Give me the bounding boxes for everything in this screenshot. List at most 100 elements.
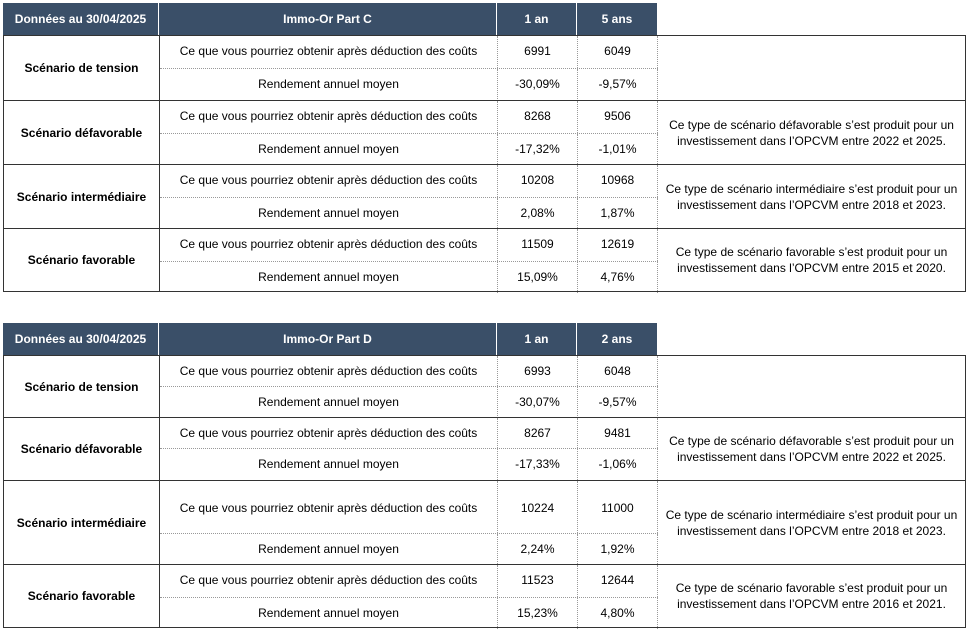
return-label: Rendement annuel moyen — [160, 69, 498, 101]
return-value-2: -9,57% — [578, 69, 658, 101]
scenario-note: Ce type de scénario favorable s’est prod… — [675, 245, 948, 275]
gain-value-2: 12619 — [578, 229, 658, 261]
date-header: Données au 30/04/2025 — [3, 3, 159, 35]
return-value-2: -1,06% — [578, 449, 658, 482]
table-row: Rendement annuel moyen -30,09% -9,57% — [160, 68, 658, 101]
table-row: Ce que vous pourriez obtenir après déduc… — [160, 565, 658, 597]
gain-label: Ce que vous pourriez obtenir après déduc… — [160, 36, 498, 68]
gain-value-2: 12644 — [578, 565, 658, 597]
return-label: Rendement annuel moyen — [160, 534, 498, 566]
return-value-1: 2,08% — [498, 198, 578, 230]
return-label: Rendement annuel moyen — [160, 387, 498, 418]
return-value-1: -30,09% — [498, 69, 578, 101]
gain-value-1: 8268 — [498, 101, 578, 133]
table-row: Rendement annuel moyen 15,23% 4,80% — [160, 597, 658, 629]
return-label: Rendement annuel moyen — [160, 198, 498, 230]
return-value-2: 4,76% — [578, 262, 658, 293]
scenario-group: Scénario favorable Ce que vous pourriez … — [4, 564, 965, 629]
gain-value-2: 11000 — [578, 481, 658, 533]
scenario-group: Scénario intermédiaire Ce que vous pourr… — [4, 164, 965, 230]
gain-value-1: 11509 — [498, 229, 578, 261]
gain-label: Ce que vous pourriez obtenir après déduc… — [160, 101, 498, 133]
gain-value-1: 10208 — [498, 165, 578, 197]
scenario-note — [658, 36, 965, 100]
scenario-name: Scénario de tension — [4, 356, 160, 417]
table-header: Données au 30/04/2025 Immo-Or Part D 1 a… — [3, 323, 966, 355]
scenario-note: Ce type de scénario intermédiaire s’est … — [665, 181, 958, 212]
gain-label: Ce que vous pourriez obtenir après déduc… — [160, 481, 498, 533]
performance-table-part-d: Données au 30/04/2025 Immo-Or Part D 1 a… — [3, 323, 966, 629]
gain-value-1: 11523 — [498, 565, 578, 597]
table-row: Rendement annuel moyen -17,33% -1,06% — [160, 448, 658, 482]
scenario-name: Scénario intermédiaire — [4, 165, 160, 228]
return-value-1: 15,23% — [498, 598, 578, 629]
return-value-2: 4,80% — [578, 598, 658, 629]
table-header: Données au 30/04/2025 Immo-Or Part C 1 a… — [3, 3, 966, 35]
return-value-2: -1,01% — [578, 134, 658, 166]
scenario-name: Scénario défavorable — [4, 101, 160, 164]
return-value-1: -17,33% — [498, 449, 578, 482]
scenario-name: Scénario intermédiaire — [4, 481, 160, 564]
gain-label: Ce que vous pourriez obtenir après déduc… — [160, 165, 498, 197]
table-body: Scénario de tension Ce que vous pourriez… — [3, 355, 966, 629]
gain-value-2: 10968 — [578, 165, 658, 197]
gain-value-1: 10224 — [498, 481, 578, 533]
scenario-note: Ce type de scénario défavorable s’est pr… — [669, 117, 954, 148]
gain-label: Ce que vous pourriez obtenir après déduc… — [160, 229, 498, 261]
return-value-2: 1,87% — [578, 198, 658, 230]
return-value-1: 2,24% — [498, 534, 578, 566]
scenario-group: Scénario intermédiaire Ce que vous pourr… — [4, 480, 965, 566]
table-row: Ce que vous pourriez obtenir après déduc… — [160, 165, 658, 197]
table-row: Ce que vous pourriez obtenir après déduc… — [160, 418, 658, 448]
scenario-note: Ce type de scénario défavorable s’est pr… — [669, 434, 954, 464]
scenario-note: Ce type de scénario favorable s’est prod… — [675, 581, 948, 611]
period-2-header: 2 ans — [577, 323, 657, 355]
table-row: Ce que vous pourriez obtenir après déduc… — [160, 481, 658, 533]
table-row: Rendement annuel moyen 2,08% 1,87% — [160, 197, 658, 230]
scenario-group: Scénario de tension Ce que vous pourriez… — [4, 36, 965, 101]
gain-value-1: 6993 — [498, 356, 578, 386]
period-2-header: 5 ans — [577, 3, 657, 35]
table-row: Ce que vous pourriez obtenir après déduc… — [160, 36, 658, 68]
gain-value-1: 8267 — [498, 418, 578, 448]
scenario-name: Scénario défavorable — [4, 418, 160, 480]
return-value-1: -30,07% — [498, 387, 578, 418]
scenario-note — [658, 356, 965, 417]
table-row: Ce que vous pourriez obtenir après déduc… — [160, 101, 658, 133]
date-header: Données au 30/04/2025 — [3, 323, 159, 355]
period-1-header: 1 an — [497, 3, 577, 35]
return-label: Rendement annuel moyen — [160, 262, 498, 293]
product-header: Immo-Or Part C — [159, 3, 497, 35]
table-row: Rendement annuel moyen -30,07% -9,57% — [160, 386, 658, 418]
scenario-note: Ce type de scénario intermédiaire s’est … — [665, 507, 958, 538]
table-row: Ce que vous pourriez obtenir après déduc… — [160, 356, 658, 386]
return-value-1: -17,32% — [498, 134, 578, 166]
table-row: Rendement annuel moyen 2,24% 1,92% — [160, 533, 658, 566]
scenario-group: Scénario défavorable Ce que vous pourrie… — [4, 100, 965, 166]
gain-value-1: 6991 — [498, 36, 578, 68]
scenario-name: Scénario favorable — [4, 229, 160, 291]
return-label: Rendement annuel moyen — [160, 449, 498, 482]
product-header: Immo-Or Part D — [159, 323, 497, 355]
gain-label: Ce que vous pourriez obtenir après déduc… — [160, 565, 498, 597]
gain-label: Ce que vous pourriez obtenir après déduc… — [160, 418, 498, 448]
scenario-name: Scénario de tension — [4, 36, 160, 100]
gain-value-2: 6048 — [578, 356, 658, 386]
return-value-2: 1,92% — [578, 534, 658, 566]
table-row: Ce que vous pourriez obtenir après déduc… — [160, 229, 658, 261]
scenario-group: Scénario défavorable Ce que vous pourrie… — [4, 417, 965, 482]
scenario-group: Scénario favorable Ce que vous pourriez … — [4, 228, 965, 293]
return-value-1: 15,09% — [498, 262, 578, 293]
return-label: Rendement annuel moyen — [160, 598, 498, 629]
gain-label: Ce que vous pourriez obtenir après déduc… — [160, 356, 498, 386]
scenario-name: Scénario favorable — [4, 565, 160, 627]
gain-value-2: 9481 — [578, 418, 658, 448]
table-row: Rendement annuel moyen -17,32% -1,01% — [160, 133, 658, 166]
table-body: Scénario de tension Ce que vous pourriez… — [3, 35, 966, 293]
gain-value-2: 6049 — [578, 36, 658, 68]
period-1-header: 1 an — [497, 323, 577, 355]
performance-table-part-c: Données au 30/04/2025 Immo-Or Part C 1 a… — [3, 3, 966, 293]
gain-value-2: 9506 — [578, 101, 658, 133]
table-row: Rendement annuel moyen 15,09% 4,76% — [160, 261, 658, 293]
return-label: Rendement annuel moyen — [160, 134, 498, 166]
